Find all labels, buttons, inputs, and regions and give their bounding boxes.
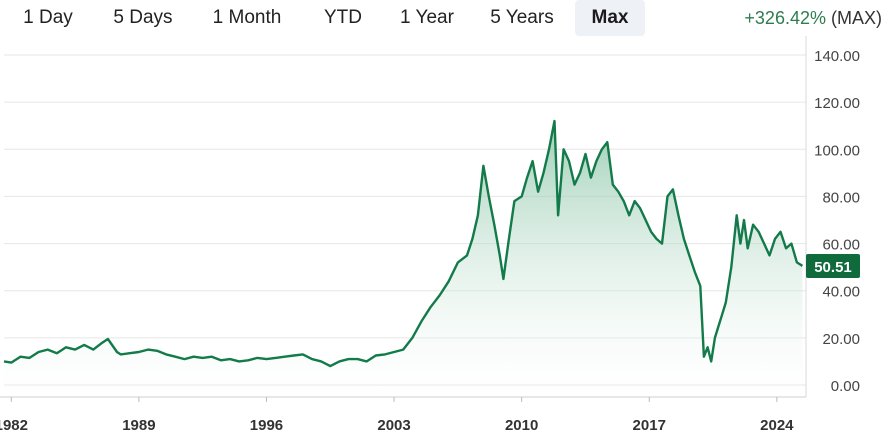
y-tick-label: 80.00 <box>822 189 860 206</box>
tab-max[interactable]: Max <box>575 0 645 36</box>
y-tick-label: 100.00 <box>814 142 860 159</box>
line-layer <box>3 119 804 368</box>
y-tick-label: 20.00 <box>822 331 860 348</box>
last-price-badge <box>806 253 860 278</box>
x-tick-label: 2010 <box>505 417 538 434</box>
x-tick-label: 1989 <box>122 417 155 434</box>
x-tick-label: 2024 <box>760 417 794 434</box>
range-tabs: 1 Day 5 Days 1 Month YTD 1 Year 5 Years … <box>0 0 660 36</box>
x-axis: 1982 1989 1996 2003 2010 2017 2024 <box>0 396 806 434</box>
y-tick-label: 0.00 <box>831 378 860 395</box>
y-tick-label: 140.00 <box>814 48 860 65</box>
x-tick-label: 1982 <box>0 417 28 434</box>
y-tick-label: 120.00 <box>814 95 860 112</box>
tab-1-month[interactable]: 1 Month <box>212 7 282 28</box>
x-tick-label: 2003 <box>377 417 410 434</box>
change-percent: +326.42% <box>744 8 826 28</box>
tab-1-year[interactable]: 1 Year <box>400 7 454 28</box>
area-layer <box>4 121 803 397</box>
y-axis: 0.00 20.00 40.00 60.00 80.00 100.00 120.00 140.… <box>805 36 860 397</box>
tab-1-day[interactable]: 1 Day <box>23 7 73 28</box>
tab-5-years[interactable]: 5 Years <box>490 7 554 28</box>
change-period: (MAX) <box>831 8 882 28</box>
tab-5-days[interactable]: 5 Days <box>113 7 173 28</box>
tab-ytd[interactable]: YTD <box>324 7 362 28</box>
x-tick-label: 1996 <box>250 417 283 434</box>
x-tick-label: 2017 <box>633 417 666 434</box>
y-tick-label: 60.00 <box>822 237 860 254</box>
price-line <box>3 119 804 368</box>
last-price-label: 50.51 <box>814 259 852 276</box>
price-area <box>4 121 803 397</box>
y-tick-label: 40.00 <box>822 284 860 301</box>
price-change: +326.42% (MAX) <box>744 0 882 36</box>
last-price-badge-group: 50.51 <box>806 253 860 278</box>
